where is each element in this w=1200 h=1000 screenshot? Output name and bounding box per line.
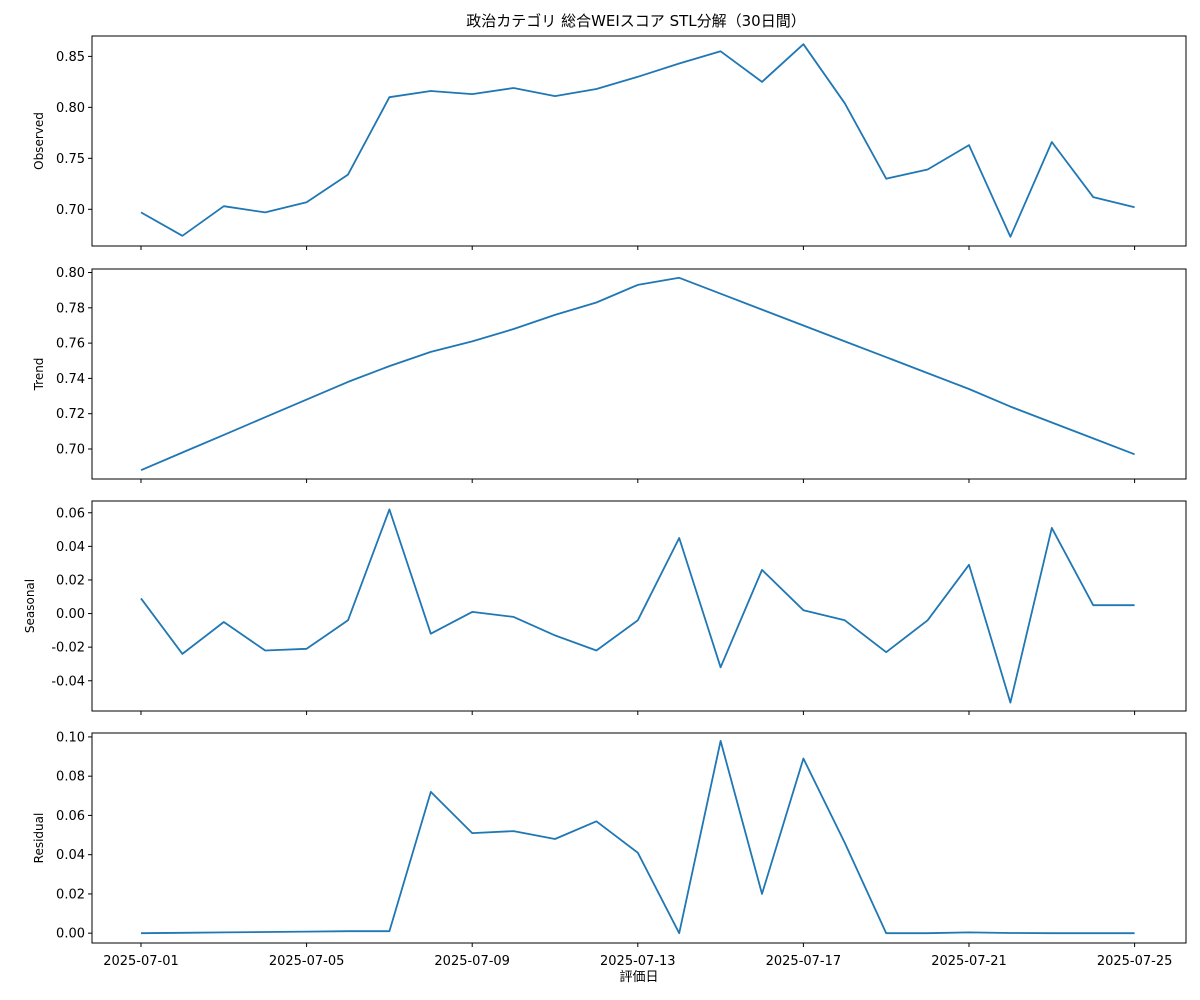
y-tick-label-trend: 0.76 xyxy=(56,337,85,352)
y-tick-label-observed: 0.75 xyxy=(56,152,85,167)
y-tick-label-seasonal: 0.00 xyxy=(56,607,85,622)
y-tick-label-residual: 0.04 xyxy=(56,848,85,863)
y-tick-label-observed: 0.80 xyxy=(56,101,85,116)
y-axis-label-trend: Trend xyxy=(32,358,46,392)
x-tick-label: 2025-07-05 xyxy=(269,954,345,969)
y-tick-label-trend: 0.78 xyxy=(56,301,85,316)
series-line-observed xyxy=(140,43,1135,238)
panel-frame-trend xyxy=(91,268,1187,480)
panel-frame-seasonal xyxy=(91,500,1187,712)
chart-title: 政治カテゴリ 総合WEIスコア STL分解（30日間） xyxy=(466,12,806,30)
series-line-trend xyxy=(140,276,1135,472)
y-tick-label-observed: 0.85 xyxy=(56,50,85,65)
y-tick-label-seasonal: -0.02 xyxy=(51,641,85,656)
series-line-seasonal xyxy=(140,508,1135,704)
y-tick-label-residual: 0.10 xyxy=(56,730,85,745)
panel-frame-residual xyxy=(91,732,1187,944)
panel-frame-observed xyxy=(91,35,1187,247)
y-tick-label-seasonal: 0.04 xyxy=(56,540,85,555)
y-axis-label-observed: Observed xyxy=(32,112,46,170)
y-tick-label-residual: 0.06 xyxy=(56,809,85,824)
x-tick-label: 2025-07-25 xyxy=(1097,954,1173,969)
x-tick-label: 2025-07-17 xyxy=(766,954,842,969)
series-line-residual xyxy=(140,740,1135,935)
y-tick-label-trend: 0.70 xyxy=(56,443,85,458)
y-axis-label-seasonal: Seasonal xyxy=(23,579,37,633)
y-tick-label-residual: 0.08 xyxy=(56,770,85,785)
y-tick-label-seasonal: 0.02 xyxy=(56,573,85,588)
y-tick-label-seasonal: -0.04 xyxy=(51,674,85,689)
x-axis-label: 評価日 xyxy=(619,970,659,985)
y-tick-label-residual: 0.00 xyxy=(56,927,85,942)
x-tick-label: 2025-07-21 xyxy=(931,954,1007,969)
x-tick-label: 2025-07-13 xyxy=(600,954,676,969)
y-tick-label-seasonal: 0.06 xyxy=(56,506,85,521)
x-tick-label: 2025-07-09 xyxy=(434,954,510,969)
y-tick-label-trend: 0.74 xyxy=(56,372,85,387)
y-tick-label-trend: 0.72 xyxy=(56,407,85,422)
y-tick-label-residual: 0.02 xyxy=(56,887,85,902)
y-axis-label-residual: Residual xyxy=(32,813,46,864)
y-tick-label-trend: 0.80 xyxy=(56,266,85,281)
y-tick-label-observed: 0.70 xyxy=(56,203,85,218)
x-tick-label: 2025-07-01 xyxy=(103,954,179,969)
